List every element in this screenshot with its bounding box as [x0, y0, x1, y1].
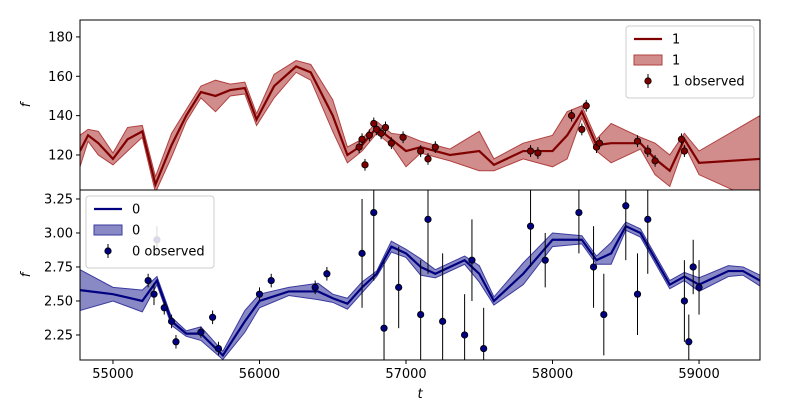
legend-label: 0: [132, 224, 140, 239]
confidence-band: [80, 221, 760, 360]
x-tick-label: 59000: [678, 367, 719, 382]
legend-marker: [104, 247, 112, 255]
observed-point: [373, 125, 381, 133]
observed-point: [424, 215, 432, 223]
observed-point: [526, 147, 535, 155]
observed-point: [680, 297, 688, 305]
plot-area: [80, 59, 760, 190]
y-tick-label: 3.25: [44, 192, 73, 207]
observed-point: [358, 135, 366, 143]
legend-marker: [644, 77, 652, 85]
observed-point: [567, 112, 576, 120]
observed-point: [431, 143, 439, 151]
y-tick-label: 120: [48, 148, 73, 163]
observed-point: [377, 129, 385, 137]
observed-point: [395, 283, 403, 291]
observed-point: [417, 147, 425, 155]
observed-point: [534, 149, 542, 157]
observed-point: [311, 283, 319, 291]
x-tick-label: 58000: [532, 367, 573, 382]
y-tick-label: 2.50: [44, 294, 73, 309]
legend-patch: [93, 224, 123, 236]
observed-point: [197, 328, 205, 336]
observed-point: [323, 270, 331, 278]
observed-point: [167, 317, 176, 325]
observed-point: [685, 338, 693, 346]
legend-label: 0 observed: [132, 245, 205, 260]
axes-frame: [79, 189, 761, 361]
observed-point: [267, 276, 275, 285]
observed-point: [209, 313, 217, 321]
observed-point: [172, 338, 180, 346]
observed-point: [214, 344, 223, 353]
y-tick-label: 2.25: [44, 328, 73, 343]
y-tick-label: 3.00: [44, 226, 73, 241]
observed-point: [461, 331, 469, 339]
observed-point: [468, 256, 476, 264]
observed-point: [689, 263, 697, 271]
observed-point: [370, 119, 378, 128]
observed-point: [526, 222, 535, 230]
y-axis-label: f: [19, 270, 34, 277]
observed-point: [644, 215, 652, 223]
x-tick-label: 55000: [92, 367, 133, 382]
observed-point: [370, 208, 378, 217]
x-axis-label: t: [417, 387, 423, 400]
observed-point: [417, 310, 425, 319]
legend-label: 1 observed: [672, 75, 745, 90]
y-tick-label: 180: [48, 30, 73, 45]
observed-point: [380, 324, 388, 332]
observed-point: [381, 123, 390, 132]
observed-point: [160, 304, 168, 312]
observed-point: [424, 155, 432, 163]
legend: 0 0 0 observed: [85, 195, 215, 269]
observed-point: [439, 317, 447, 325]
observed-point: [600, 310, 608, 319]
observed-point: [150, 290, 158, 298]
observed-point: [355, 143, 363, 151]
observed-point: [589, 263, 598, 271]
observed-point: [255, 290, 264, 298]
x-tick-label: 57000: [385, 367, 426, 382]
observed-point: [365, 131, 373, 139]
observed-point: [358, 249, 366, 257]
observed-point: [651, 157, 659, 165]
observed-point: [622, 202, 630, 210]
legend-label: 1: [672, 33, 680, 48]
observed-point: [399, 133, 407, 141]
legend-box: [85, 195, 215, 269]
legend-box: [625, 25, 755, 99]
observed-point: [582, 102, 590, 110]
y-tick-label: 160: [48, 70, 73, 85]
observed-point: [387, 139, 395, 147]
observed-point: [575, 208, 583, 217]
legend-patch: [633, 54, 663, 66]
legend-label: 0: [132, 203, 140, 218]
y-tick-label: 2.75: [44, 260, 73, 275]
observed-point: [633, 290, 642, 298]
y-tick-label: 140: [48, 109, 73, 124]
observed-point: [695, 283, 703, 291]
observed-point: [633, 137, 642, 145]
y-axis-label: f: [19, 100, 34, 107]
observed-point: [644, 147, 652, 155]
observed-point: [677, 135, 686, 143]
plot-area: [80, 190, 760, 360]
confidence-band: [80, 59, 760, 190]
legend-label: 1: [672, 54, 680, 69]
observed-point: [480, 344, 488, 353]
observed-point: [595, 139, 604, 147]
observed-point: [578, 125, 586, 133]
observed-point: [144, 276, 152, 285]
x-tick-label: 56000: [239, 367, 280, 382]
observed-point: [361, 161, 369, 169]
legend: 1 1 1 observed: [625, 25, 755, 99]
observed-point: [680, 147, 688, 155]
observed-point: [541, 256, 549, 264]
